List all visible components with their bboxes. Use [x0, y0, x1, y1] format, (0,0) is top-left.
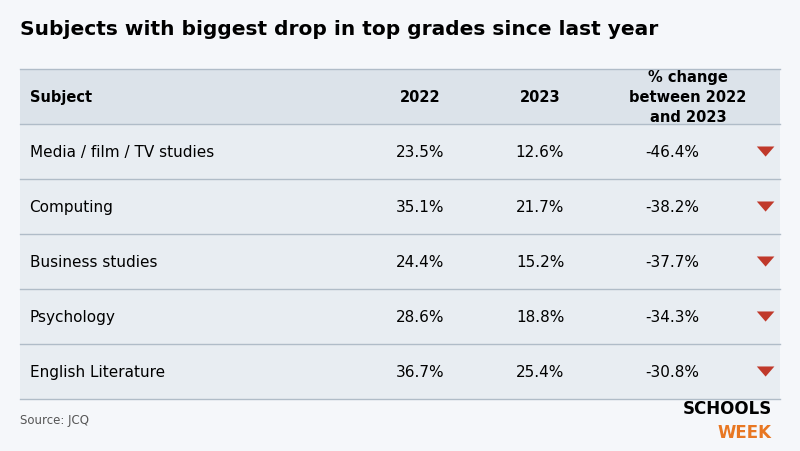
Polygon shape [757, 257, 774, 267]
Text: English Literature: English Literature [30, 364, 165, 379]
Text: 28.6%: 28.6% [396, 309, 444, 324]
Text: WEEK: WEEK [718, 423, 772, 441]
Text: -46.4%: -46.4% [645, 145, 699, 160]
Polygon shape [757, 367, 774, 377]
Polygon shape [757, 147, 774, 157]
Text: Source: JCQ: Source: JCQ [20, 413, 89, 426]
Text: -34.3%: -34.3% [645, 309, 699, 324]
Text: % change
between 2022
and 2023: % change between 2022 and 2023 [630, 70, 746, 124]
Text: 18.8%: 18.8% [516, 309, 564, 324]
Text: 36.7%: 36.7% [396, 364, 444, 379]
Text: 12.6%: 12.6% [516, 145, 564, 160]
Text: Subject: Subject [30, 90, 92, 105]
Text: 35.1%: 35.1% [396, 200, 444, 215]
Text: Psychology: Psychology [30, 309, 115, 324]
Polygon shape [757, 202, 774, 212]
Text: 15.2%: 15.2% [516, 254, 564, 269]
Text: Subjects with biggest drop in top grades since last year: Subjects with biggest drop in top grades… [20, 20, 658, 39]
Text: Computing: Computing [30, 200, 114, 215]
Text: SCHOOLS: SCHOOLS [682, 399, 772, 417]
Text: 21.7%: 21.7% [516, 200, 564, 215]
Text: -38.2%: -38.2% [645, 200, 699, 215]
Text: 24.4%: 24.4% [396, 254, 444, 269]
Text: -30.8%: -30.8% [645, 364, 699, 379]
Polygon shape [757, 312, 774, 322]
Text: 25.4%: 25.4% [516, 364, 564, 379]
Text: -37.7%: -37.7% [645, 254, 699, 269]
Text: 23.5%: 23.5% [396, 145, 444, 160]
Text: Media / film / TV studies: Media / film / TV studies [30, 145, 214, 160]
Text: 2023: 2023 [520, 90, 560, 105]
Text: Business studies: Business studies [30, 254, 157, 269]
Text: 2022: 2022 [400, 90, 440, 105]
